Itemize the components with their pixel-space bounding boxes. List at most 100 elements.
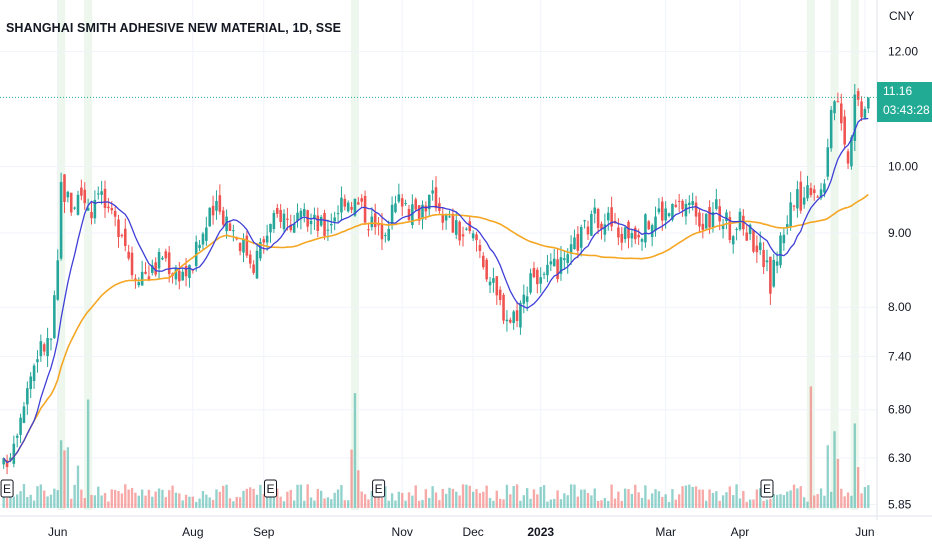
volume-bar — [269, 488, 272, 508]
volume-bar — [154, 491, 157, 508]
volume-bar — [444, 493, 448, 508]
y-tick-label: 6.30 — [888, 451, 912, 465]
volume-bar — [43, 490, 46, 508]
candle-body — [201, 233, 205, 245]
volume-bar — [286, 491, 289, 508]
volume-bar — [637, 492, 640, 508]
last-price-tag: 11.16 — [877, 82, 932, 100]
candle-body — [681, 200, 684, 210]
candle-body — [633, 227, 637, 240]
volume-bar — [498, 498, 502, 508]
candle-body — [583, 220, 586, 222]
volume-bar — [623, 488, 627, 508]
candle-body — [56, 260, 60, 300]
currency-label: CNY — [889, 9, 915, 23]
candle-body — [536, 269, 539, 285]
volume-bar — [813, 495, 816, 508]
candle-body — [164, 251, 168, 259]
candle-body — [529, 273, 532, 293]
volume-bar — [542, 485, 546, 508]
candle-body — [735, 228, 738, 230]
earnings-marker — [760, 479, 774, 498]
volume-bar — [46, 496, 49, 508]
volume-bar — [775, 494, 779, 508]
candle-body — [623, 227, 627, 240]
volume-bar — [86, 399, 90, 508]
volume-bar — [752, 499, 755, 508]
volume-bar — [140, 489, 144, 508]
candle-body — [15, 435, 19, 438]
candle-body — [525, 296, 529, 302]
candle-body — [286, 218, 289, 220]
candle-body — [434, 187, 438, 209]
candle-body — [296, 212, 299, 221]
candle-body — [63, 174, 66, 202]
candle-body — [299, 210, 303, 219]
volume-bar — [816, 494, 819, 508]
ma-fast-line — [3, 117, 869, 464]
volume-bar — [215, 489, 218, 508]
volume-bar — [748, 499, 752, 508]
candle-body — [691, 201, 694, 205]
candle-body — [228, 223, 232, 231]
candle-body — [326, 229, 330, 231]
candle-body — [100, 191, 103, 195]
candle-body — [650, 225, 654, 238]
volume-bar — [174, 492, 178, 508]
volume-bar — [181, 500, 184, 508]
volume-bar — [414, 485, 417, 508]
volume-bar — [39, 484, 43, 508]
volume-bar — [296, 484, 299, 508]
volume-bar — [593, 488, 596, 508]
price-axis — [877, 0, 932, 520]
candle-body — [758, 242, 762, 250]
volume-bar — [802, 497, 806, 508]
volume-bar — [343, 500, 346, 508]
candle-body — [671, 203, 674, 220]
candle-body — [640, 239, 644, 242]
volume-bar — [586, 493, 590, 508]
candle-body — [154, 262, 157, 275]
volume-bar — [374, 495, 377, 508]
candle-body — [198, 244, 201, 249]
candle-body — [147, 276, 151, 281]
volume-bar — [255, 494, 259, 508]
candle-body — [444, 214, 448, 221]
candle-body — [573, 237, 576, 250]
candle-body — [411, 204, 414, 226]
volume-bar — [299, 484, 303, 508]
candle-body — [123, 228, 127, 246]
volume-bar — [566, 495, 569, 508]
candle-body — [688, 202, 691, 205]
volume-bar — [698, 489, 701, 508]
volume-bar — [448, 487, 451, 508]
candle-body — [107, 206, 110, 209]
candle-body — [826, 147, 830, 177]
volume-bar — [336, 489, 340, 508]
highlight-band — [850, 0, 859, 510]
candle-body — [772, 259, 776, 287]
candle-body — [380, 223, 384, 240]
volume-bar — [826, 445, 829, 508]
candle-body — [36, 359, 39, 363]
volume-bar — [603, 497, 607, 508]
candle-body — [340, 197, 343, 213]
candle-body — [785, 224, 789, 228]
candle-body — [806, 185, 809, 199]
volume-bar — [134, 492, 137, 508]
candle-body — [32, 365, 36, 382]
volume-bar — [90, 494, 93, 508]
volume-bar — [113, 489, 117, 508]
volume-bar — [644, 485, 647, 508]
volume-bar — [495, 490, 498, 508]
candle-body — [96, 193, 100, 195]
candle-body — [245, 235, 249, 256]
candle-body — [400, 198, 404, 207]
volume-bar — [856, 467, 860, 508]
x-tick-label: Mar — [655, 525, 676, 539]
candle-body — [343, 198, 347, 207]
volume-bar — [211, 499, 215, 508]
volume-bar — [829, 491, 833, 508]
candle-body — [630, 233, 634, 239]
